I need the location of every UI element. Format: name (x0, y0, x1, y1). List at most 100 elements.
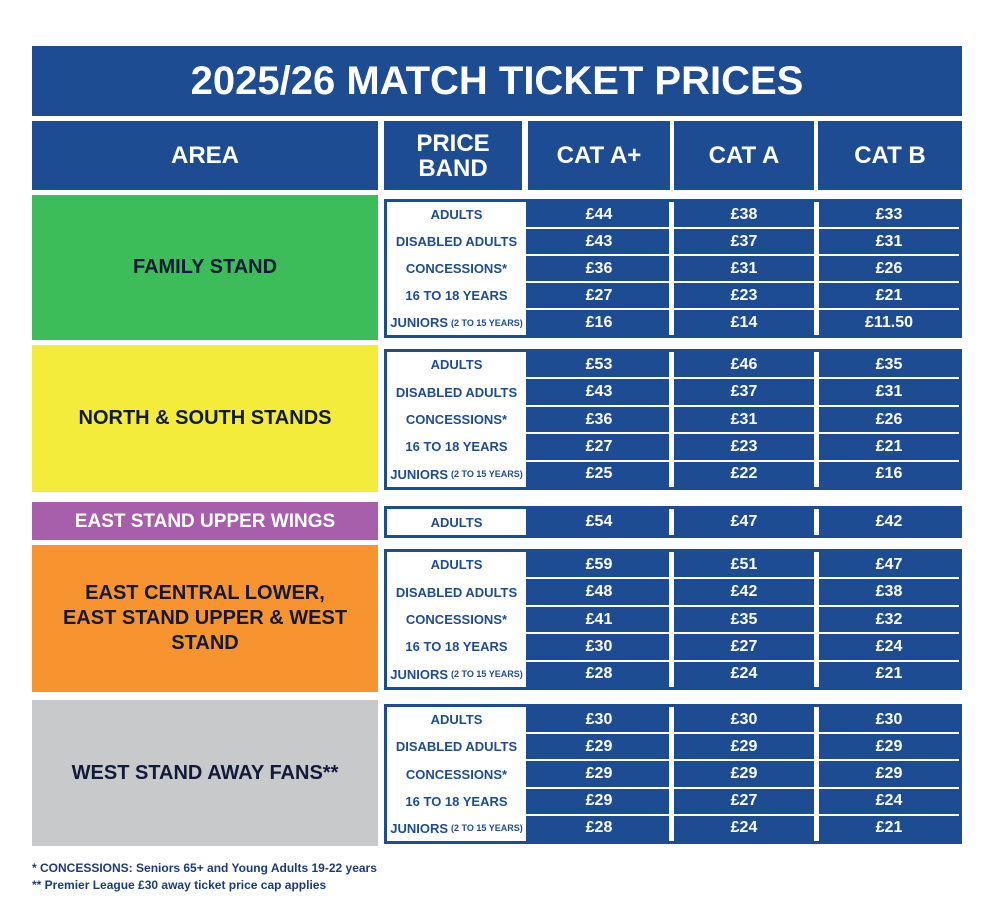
price-cell: £29 (526, 788, 669, 814)
price-cell: £27 (669, 788, 814, 814)
price-row: DISABLED ADULTS £43 £37 £31 (387, 229, 959, 256)
price-cell: £48 (526, 579, 669, 605)
price-band: ADULTS (387, 352, 526, 378)
price-band: DISABLED ADULTS (387, 734, 526, 760)
price-panel: ADULTS £30 £30 £30 DISABLED ADULTS £29 £29 £29 C… (384, 704, 962, 844)
area-label: EAST STAND UPPER WINGS (32, 502, 378, 540)
price-cell: £54 (526, 509, 669, 535)
price-cell: £27 (669, 634, 814, 660)
price-band: CONCESSIONS* (387, 406, 526, 433)
band-label: CONCESSIONS* (405, 612, 508, 628)
band-label: ADULTS (430, 712, 483, 728)
price-panel: ADULTS £53 £46 £35 DISABLED ADULTS £43 £37 £31 C… (384, 349, 962, 490)
price-cell: £25 (526, 461, 669, 488)
price-cell: £29 (669, 761, 814, 787)
band-label: ADULTS (430, 357, 483, 373)
band-label: 16 TO 18 YEARS (405, 288, 508, 303)
price-band: DISABLED ADULTS (387, 229, 526, 254)
band-label: JUNIORS (390, 315, 449, 330)
price-band: ADULTS (387, 202, 526, 227)
price-cell: £30 (526, 707, 669, 733)
price-cell: £43 (526, 229, 669, 254)
column-header: AREA (32, 121, 378, 190)
area-label: NORTH & SOUTH STANDS (32, 345, 378, 492)
price-cell: £41 (526, 606, 669, 633)
price-row: JUNIORS (2 TO 15 YEARS) £28 £24 £21 (387, 661, 959, 688)
price-row: CONCESSIONS* £36 £31 £26 (387, 406, 959, 435)
price-row: CONCESSIONS* £36 £31 £26 (387, 256, 959, 283)
price-row: ADULTS £30 £30 £30 (387, 707, 959, 735)
footnote: ** Premier League £30 away ticket price … (32, 878, 327, 892)
price-cell: £21 (814, 434, 959, 460)
band-label: 16 TO 18 YEARS (405, 793, 508, 809)
price-cell: £27 (526, 434, 669, 460)
price-cell: £35 (814, 352, 959, 378)
price-row: CONCESSIONS* £29 £29 £29 (387, 761, 959, 789)
band-label: 16 TO 18 YEARS (405, 439, 508, 455)
band-label: ADULTS (430, 557, 483, 573)
price-cell: £29 (526, 734, 669, 760)
price-row: 16 TO 18 YEARS £29 £27 £24 (387, 788, 959, 816)
area-label: WEST STAND AWAY FANS** (32, 700, 378, 846)
band-label: 16 TO 18 YEARS (405, 639, 508, 655)
price-cell: £51 (669, 552, 814, 578)
band-label: DISABLED ADULTS (395, 739, 518, 755)
price-cell: £35 (669, 606, 814, 633)
price-cell: £24 (669, 815, 814, 842)
price-cell: £28 (526, 661, 669, 688)
price-cell: £23 (669, 283, 814, 308)
price-cell: £37 (669, 229, 814, 254)
price-cell: £26 (814, 406, 959, 433)
price-row: DISABLED ADULTS £29 £29 £29 (387, 734, 959, 762)
column-header: CAT A (674, 121, 814, 190)
price-cell: £21 (814, 815, 959, 842)
price-cell: £33 (814, 202, 959, 227)
band-note: (2 TO 15 YEARS) (451, 669, 523, 680)
price-band: ADULTS (387, 552, 526, 578)
price-cell: £47 (814, 552, 959, 578)
price-cell: £30 (669, 707, 814, 733)
price-cell: £24 (669, 661, 814, 688)
price-band: CONCESSIONS* (387, 256, 526, 281)
price-cell: £36 (526, 406, 669, 433)
price-panel: ADULTS £44 £38 £33 DISABLED ADULTS £43 £37 £31 C… (384, 199, 962, 338)
column-header: PRICE BAND (384, 121, 522, 190)
price-cell: £32 (814, 606, 959, 633)
price-panel: ADULTS £59 £51 £47 DISABLED ADULTS £48 £42 £38 C… (384, 549, 962, 690)
price-cell: £29 (526, 761, 669, 787)
price-row: JUNIORS (2 TO 15 YEARS) £25 £22 £16 (387, 461, 959, 488)
price-cell: £11.50 (814, 310, 959, 335)
price-cell: £16 (814, 461, 959, 488)
price-row: 16 TO 18 YEARS £27 £23 £21 (387, 283, 959, 310)
price-cell: £42 (814, 509, 959, 535)
band-label: DISABLED ADULTS (395, 584, 518, 600)
price-band: JUNIORS (2 TO 15 YEARS) (387, 815, 526, 842)
price-cell: £14 (669, 310, 814, 335)
band-label: ADULTS (430, 514, 483, 530)
price-cell: £46 (669, 352, 814, 378)
price-row: JUNIORS (2 TO 15 YEARS) £16 £14 £11.50 (387, 310, 959, 335)
price-row: ADULTS £53 £46 £35 (387, 352, 959, 380)
price-row: CONCESSIONS* £41 £35 £32 (387, 606, 959, 635)
price-cell: £26 (814, 256, 959, 281)
title: 2025/26 MATCH TICKET PRICES (32, 46, 962, 116)
price-cell: £29 (669, 734, 814, 760)
area-label: EAST CENTRAL LOWER, EAST STAND UPPER & W… (32, 545, 378, 692)
band-label: DISABLED ADULTS (395, 234, 518, 249)
price-row: 16 TO 18 YEARS £27 £23 £21 (387, 434, 959, 462)
price-cell: £36 (526, 256, 669, 281)
area-label: FAMILY STAND (32, 195, 378, 340)
column-header: CAT B (818, 121, 962, 190)
price-cell: £16 (526, 310, 669, 335)
band-note: (2 TO 15 YEARS) (451, 823, 523, 834)
price-cell: £21 (814, 661, 959, 688)
price-row: DISABLED ADULTS £48 £42 £38 (387, 579, 959, 607)
band-note: (2 TO 15 YEARS) (451, 469, 523, 480)
price-row: ADULTS £59 £51 £47 (387, 552, 959, 580)
band-label: CONCESSIONS* (405, 261, 508, 276)
price-cell: £44 (526, 202, 669, 227)
band-note: (2 TO 15 YEARS) (451, 317, 523, 328)
footnote: * CONCESSIONS: Seniors 65+ and Young Adu… (32, 861, 377, 875)
price-cell: £27 (526, 283, 669, 308)
